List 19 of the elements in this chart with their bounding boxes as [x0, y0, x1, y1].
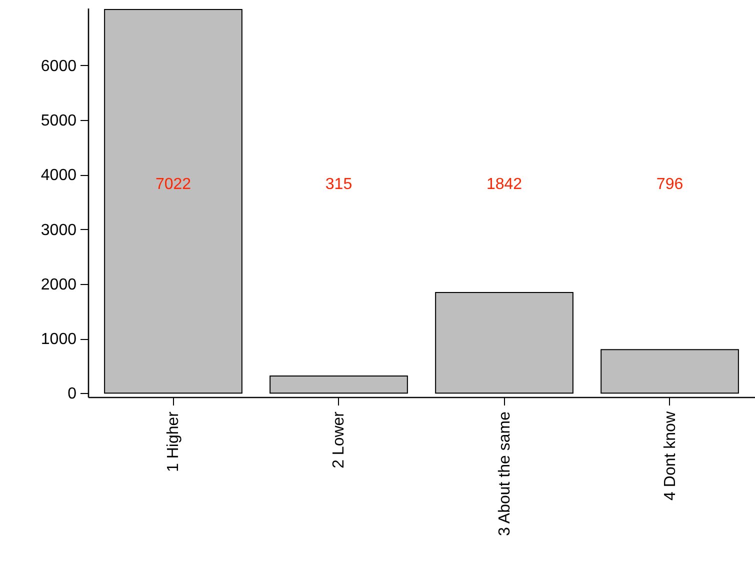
- y-tick-label: 2000: [40, 276, 77, 294]
- x-tick-label: 1 Higher: [165, 410, 182, 472]
- annotation: 315: [325, 176, 352, 193]
- y-tick-label: 5000: [40, 112, 77, 130]
- bar: [600, 349, 739, 394]
- annotation: 796: [656, 176, 684, 193]
- y-tick-label: 4000: [40, 167, 77, 184]
- y-tick-label: 3000: [40, 222, 77, 239]
- y-tick-label: 6000: [40, 58, 77, 75]
- annotation: 7022: [155, 176, 192, 193]
- bar: [270, 375, 408, 394]
- x-tick-label: 3 About the same: [496, 411, 514, 536]
- bar: [104, 9, 242, 394]
- x-tick-label: 2 Lower: [330, 410, 348, 468]
- bar: [435, 292, 574, 394]
- x-tick-label: 4 Dont know: [662, 411, 679, 500]
- y-tick-label: 1000: [40, 331, 77, 348]
- annotation: 1842: [486, 176, 522, 193]
- y-tick-label: 0: [68, 386, 77, 403]
